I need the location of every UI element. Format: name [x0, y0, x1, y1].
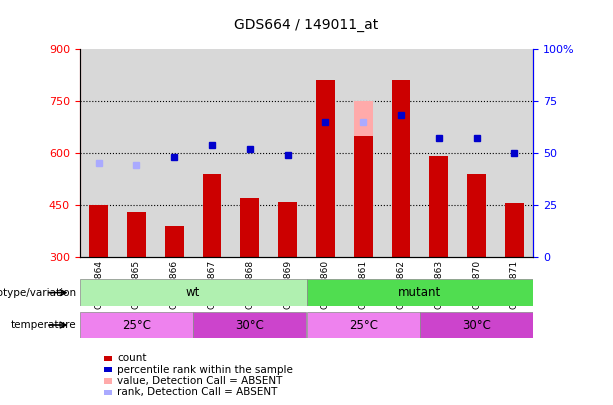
Bar: [429, 156, 448, 257]
Bar: [193, 312, 306, 338]
Text: 25°C: 25°C: [122, 318, 151, 332]
Bar: [127, 212, 146, 257]
Bar: [306, 312, 420, 338]
Bar: [467, 174, 486, 257]
Bar: [420, 312, 533, 338]
Text: mutant: mutant: [398, 286, 441, 299]
Bar: [127, 212, 146, 257]
Bar: [354, 101, 373, 257]
Text: value, Detection Call = ABSENT: value, Detection Call = ABSENT: [117, 376, 283, 386]
Text: GDS664 / 149011_at: GDS664 / 149011_at: [234, 18, 379, 32]
Bar: [89, 205, 108, 257]
Text: temperature: temperature: [11, 320, 77, 330]
Bar: [505, 203, 524, 257]
Text: rank, Detection Call = ABSENT: rank, Detection Call = ABSENT: [117, 388, 278, 397]
Text: genotype/variation: genotype/variation: [0, 288, 77, 298]
Bar: [316, 80, 335, 257]
Text: 30°C: 30°C: [462, 318, 491, 332]
Bar: [392, 80, 411, 257]
Text: percentile rank within the sample: percentile rank within the sample: [117, 365, 293, 375]
Bar: [80, 312, 193, 338]
Text: wt: wt: [186, 286, 200, 299]
Bar: [165, 226, 184, 257]
Bar: [89, 205, 108, 257]
Bar: [278, 202, 297, 257]
Text: 30°C: 30°C: [235, 318, 264, 332]
Bar: [240, 198, 259, 257]
Bar: [354, 136, 373, 257]
Bar: [80, 279, 306, 306]
Text: 25°C: 25°C: [349, 318, 378, 332]
Bar: [316, 132, 335, 257]
Text: count: count: [117, 354, 147, 363]
Bar: [202, 174, 221, 257]
Bar: [306, 279, 533, 306]
